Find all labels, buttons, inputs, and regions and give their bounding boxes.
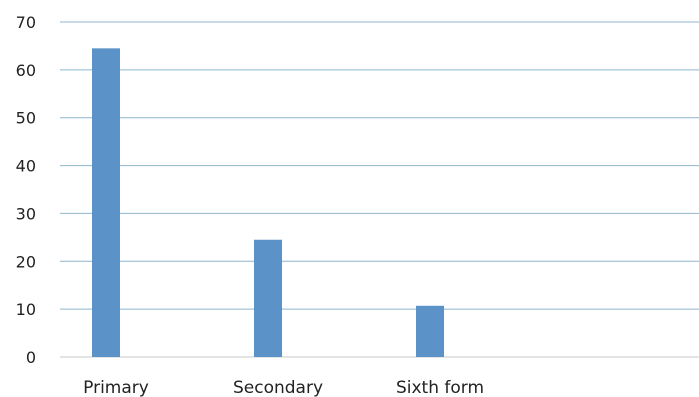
x-tick-label: Sixth form: [396, 378, 484, 397]
bars: [92, 48, 444, 357]
y-tick-label: 60: [16, 61, 36, 80]
x-tick-label: Secondary: [233, 378, 323, 397]
x-tick-label: Primary: [83, 378, 149, 397]
bar-primary: [92, 48, 120, 357]
gridlines: [60, 21, 699, 358]
y-tick-label: 20: [16, 252, 36, 271]
y-tick-label: 50: [16, 109, 36, 128]
y-tick-label: 40: [16, 157, 36, 176]
x-axis: Primary Secondary Sixth form: [83, 378, 484, 397]
bar-sixth-form: [416, 305, 444, 357]
y-tick-label: 30: [16, 204, 36, 223]
y-tick-label: 10: [16, 300, 36, 319]
y-tick-label: 70: [16, 13, 36, 32]
y-axis: 0 10 20 30 40 50 60 70: [16, 13, 36, 367]
bar-secondary: [254, 239, 282, 357]
y-tick-label: 0: [26, 348, 36, 367]
